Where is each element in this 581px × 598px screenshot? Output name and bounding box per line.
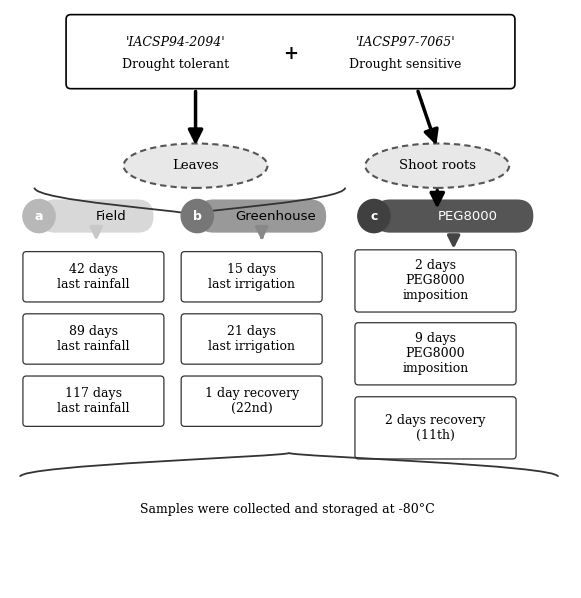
Text: Shoot roots: Shoot roots [399, 159, 476, 172]
Text: Drought sensitive: Drought sensitive [349, 59, 462, 72]
FancyBboxPatch shape [181, 252, 322, 302]
FancyBboxPatch shape [23, 252, 164, 302]
Text: 42 days
last rainfall: 42 days last rainfall [57, 263, 130, 291]
Text: Field: Field [95, 209, 126, 222]
FancyBboxPatch shape [66, 14, 515, 89]
FancyBboxPatch shape [374, 200, 533, 233]
FancyBboxPatch shape [355, 323, 516, 385]
Text: 2 days
PEG8000
imposition: 2 days PEG8000 imposition [403, 260, 469, 303]
FancyBboxPatch shape [181, 376, 322, 426]
FancyBboxPatch shape [355, 250, 516, 312]
Text: 1 day recovery
(22nd): 1 day recovery (22nd) [205, 387, 299, 415]
Text: 21 days
last irrigation: 21 days last irrigation [208, 325, 295, 353]
Text: 15 days
last irrigation: 15 days last irrigation [208, 263, 295, 291]
Text: PEG8000: PEG8000 [438, 209, 498, 222]
FancyBboxPatch shape [198, 200, 326, 233]
Text: 'IACSP97-7065': 'IACSP97-7065' [356, 36, 456, 49]
Text: Samples were collected and storaged at -80°C: Samples were collected and storaged at -… [140, 503, 435, 516]
Text: a: a [35, 209, 43, 222]
Text: +: + [283, 45, 298, 63]
Text: 'IACSP94-2094': 'IACSP94-2094' [125, 36, 225, 49]
FancyBboxPatch shape [23, 376, 164, 426]
FancyBboxPatch shape [181, 314, 322, 364]
Text: 89 days
last rainfall: 89 days last rainfall [57, 325, 130, 353]
Circle shape [23, 200, 55, 233]
Ellipse shape [124, 144, 267, 188]
Circle shape [358, 200, 390, 233]
Text: 9 days
PEG8000
imposition: 9 days PEG8000 imposition [403, 332, 469, 376]
FancyBboxPatch shape [355, 396, 516, 459]
Text: Drought tolerant: Drought tolerant [122, 59, 229, 72]
Text: c: c [370, 209, 378, 222]
Text: 2 days recovery
(11th): 2 days recovery (11th) [385, 414, 486, 442]
Text: Greenhouse: Greenhouse [236, 209, 317, 222]
Text: 117 days
last rainfall: 117 days last rainfall [57, 387, 130, 415]
FancyBboxPatch shape [39, 200, 153, 233]
FancyBboxPatch shape [23, 314, 164, 364]
Text: Leaves: Leaves [172, 159, 219, 172]
Circle shape [181, 200, 213, 233]
Ellipse shape [365, 144, 509, 188]
Text: b: b [193, 209, 202, 222]
